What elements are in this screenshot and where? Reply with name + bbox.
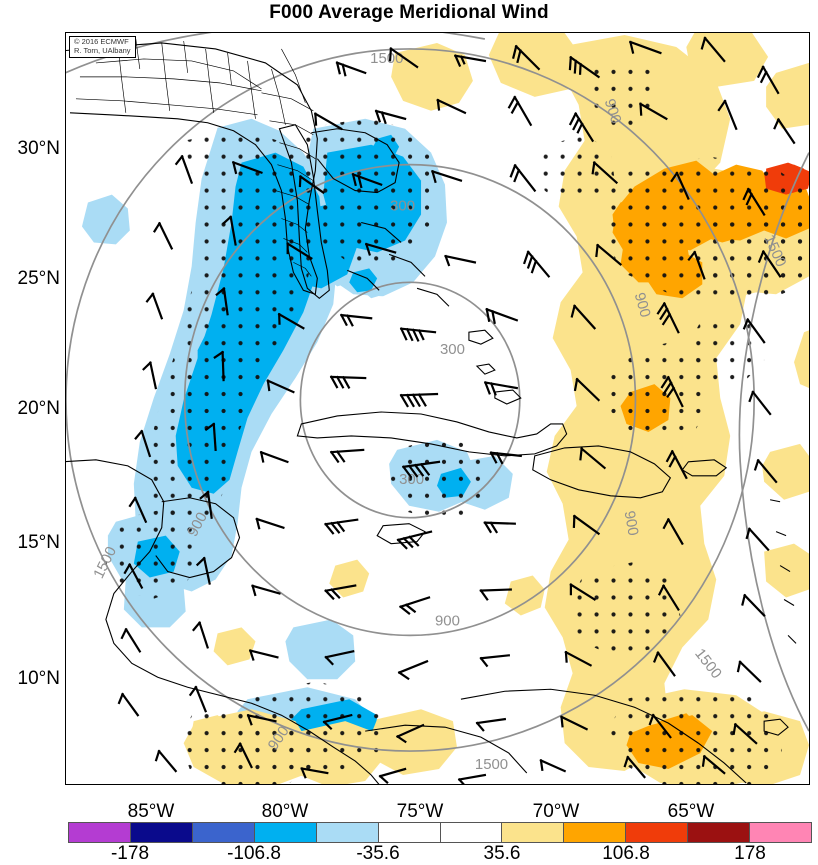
wind-barbs	[117, 36, 796, 784]
ytick-label-25n: 25°N	[17, 268, 60, 289]
colorbar-segment-orange[interactable]	[564, 823, 627, 842]
contour-label-1500-n: 1500	[370, 50, 403, 67]
xtick-label-80w: 80°W	[261, 801, 309, 822]
contour-label-1500-se: 1500	[691, 645, 725, 682]
contour-label-900-s: 900	[435, 612, 460, 629]
colorbar-segment-navy[interactable]	[130, 823, 193, 842]
xtick-label-70w: 70°W	[532, 801, 580, 822]
map-plot-area[interactable]: 1500 900 300 300 300 1500 900 900 1500 9…	[65, 32, 810, 785]
ytick-label-15n: 15°N	[17, 532, 60, 553]
xtick-label-85w: 85°W	[127, 801, 175, 822]
colorbar-segment-white-pos[interactable]	[440, 823, 503, 842]
contour-lines	[66, 33, 809, 752]
colorbar-tick-106-8: 106.8	[602, 843, 650, 864]
colorbar-segment-light-blue[interactable]	[316, 823, 379, 842]
meridional-wind-map: 1500 900 300 300 300 1500 900 900 1500 9…	[66, 33, 809, 784]
colorbar[interactable]	[68, 822, 812, 843]
ytick-label-20n: 20°N	[17, 398, 60, 419]
contour-label-300-nw: 300	[390, 198, 415, 215]
colorbar-segment-pink[interactable]	[750, 823, 812, 842]
colorbar-tick-178: 178	[734, 843, 766, 864]
colorbar-tick--178: -178	[110, 843, 150, 864]
colorbar-tick--106-8: -106.8	[227, 843, 281, 864]
attribution-box: © 2016 ECMWF R. Torn, UAlbany	[69, 36, 136, 59]
ytick-label-10n: 10°N	[17, 668, 60, 689]
colorbar-segment-white-neg[interactable]	[378, 823, 441, 842]
contour-label-300-s: 300	[399, 471, 424, 488]
colorbar-segment-cyan[interactable]	[254, 823, 317, 842]
coastlines	[66, 42, 797, 784]
stipple-significance	[105, 58, 809, 784]
xtick-label-75w: 75°W	[396, 801, 444, 822]
colorbar-segment-royal-blue[interactable]	[192, 823, 255, 842]
contour-label-900-e: 900	[631, 291, 654, 320]
contour-label-300-c: 300	[440, 341, 465, 358]
colorbar-segment-pale-yellow[interactable]	[502, 823, 565, 842]
contour-label-1500-s: 1500	[475, 756, 508, 773]
colorbar-tick-35-6: 35.6	[483, 843, 521, 864]
attribution-copyright: © 2016 ECMWF	[74, 37, 129, 46]
colorbar-segment-dark-red[interactable]	[688, 823, 751, 842]
attribution-author: R. Torn, UAlbany	[74, 45, 131, 55]
ytick-label-30n: 30°N	[17, 138, 60, 159]
page-title: F000 Average Meridional Wind	[269, 2, 549, 23]
colorbar-segment-red-orange[interactable]	[626, 823, 689, 842]
colorbar-tick--35-6: -35.6	[356, 843, 400, 864]
colorbar-segment-purple[interactable]	[69, 823, 131, 842]
contour-label-900-se: 900	[621, 509, 642, 537]
contour-label-900-ne: 900	[601, 97, 625, 126]
xtick-label-65w: 65°W	[667, 801, 715, 822]
